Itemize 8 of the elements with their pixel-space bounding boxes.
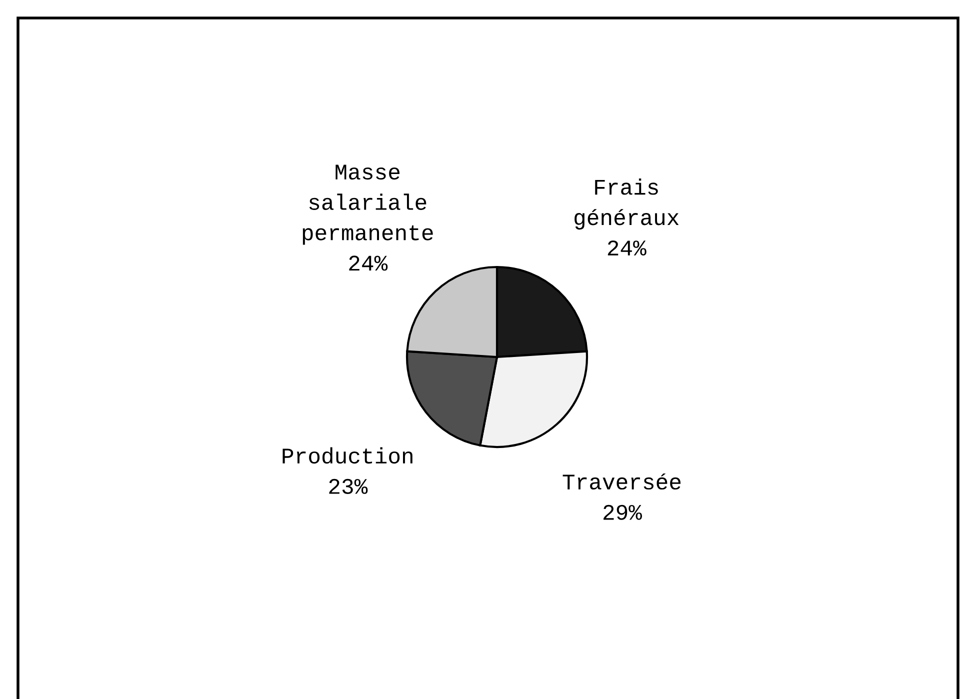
slice-label: Traversée	[562, 473, 681, 490]
data-label: 23%	[329, 478, 368, 494]
data-label: 29%	[604, 504, 642, 520]
slice-label: Frais généraux	[574, 178, 679, 230]
slice-label: Masse salariale permanente	[302, 164, 433, 245]
data-label: 24%	[608, 240, 646, 256]
slice-label: Production	[282, 447, 412, 464]
data-label: 24%	[349, 256, 388, 271]
